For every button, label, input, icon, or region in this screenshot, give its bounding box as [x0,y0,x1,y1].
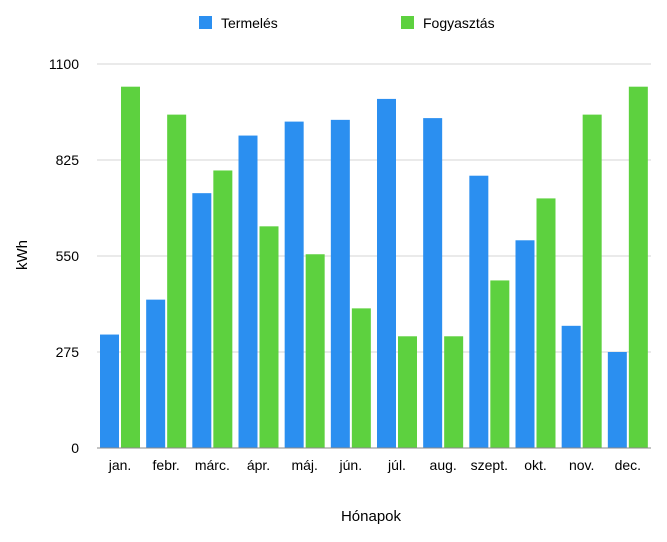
x-tick-label: márc. [195,457,230,473]
bar-termeles [469,175,489,448]
bar-termeles [330,119,350,448]
axes: 0 275 550 825 1100 jan. febr. márc. ápr. máj. jún.… [49,56,651,473]
bar-termeles [238,135,258,448]
bar-fogyasztas [351,308,371,448]
bar-termeles [100,334,119,448]
bar-termeles [377,98,396,448]
x-tick-label: júl. [387,457,406,473]
x-tick-label: máj. [291,457,317,473]
bar-termeles [515,240,535,448]
legend-label-termeles: Termelés [221,15,278,31]
x-tick-label: okt. [524,457,547,473]
bar-fogyasztas [167,114,187,449]
y-axis-label: kWh [14,240,31,270]
legend: Termelés Fogyasztás [199,15,495,31]
bar-fogyasztas [398,336,417,448]
legend-swatch-termeles [199,16,212,29]
x-tick-label: febr. [153,457,180,473]
bar-fogyasztas [444,336,464,448]
bar-fogyasztas [259,226,279,448]
x-tick-label: jún. [339,457,363,473]
x-tick-label: szept. [471,457,508,473]
bar-termeles [423,118,443,448]
bar-fogyasztas [536,198,556,448]
bar-termeles [284,121,304,448]
y-tick-label: 1100 [49,56,79,72]
bars [100,86,648,449]
x-tick-label: aug. [430,457,457,473]
legend-swatch-fogyasztas [401,16,414,29]
y-tick-label: 0 [71,440,79,456]
bar-termeles [561,325,581,448]
bar-fogyasztas [121,86,140,448]
bar-termeles [607,352,627,448]
x-tick-label: ápr. [247,457,270,473]
bar-fogyasztas [582,114,602,449]
bar-termeles [146,299,166,448]
x-tick-label: jan. [108,457,132,473]
x-tick-label: nov. [569,457,594,473]
x-tick-label: dec. [615,457,641,473]
x-axis-label: Hónapok [341,508,402,525]
y-tick-label: 825 [56,152,80,168]
bar-fogyasztas [305,254,325,448]
bar-fogyasztas [213,170,233,449]
bar-fogyasztas [628,86,648,448]
y-tick-label: 275 [56,344,80,360]
gridlines [97,63,651,353]
bar-fogyasztas [490,280,510,448]
legend-label-fogyasztas: Fogyasztás [423,15,495,31]
y-tick-label: 550 [56,248,80,264]
bar-termeles [192,193,212,448]
